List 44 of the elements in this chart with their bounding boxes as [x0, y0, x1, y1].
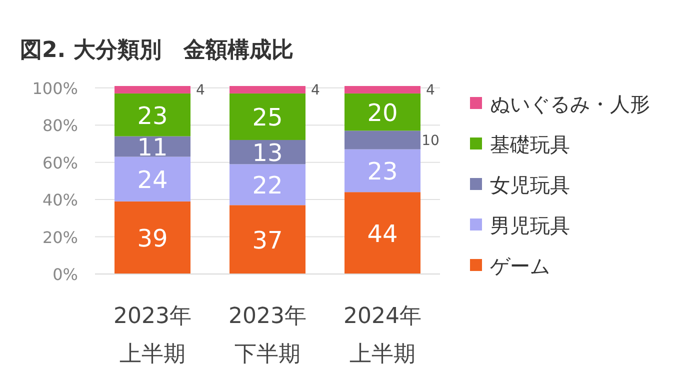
bar: [230, 140, 306, 164]
data-label: 22: [252, 172, 283, 200]
bar: [344, 192, 420, 274]
data-label: 13: [252, 139, 283, 168]
data-label: 24: [137, 166, 168, 194]
legend-label: ぬいぐるみ・人形: [490, 92, 650, 116]
y-tick-label: 80%: [42, 116, 78, 136]
legend-label: 男児玩具: [490, 214, 570, 238]
bar: [344, 93, 420, 131]
data-label: 4: [196, 82, 206, 99]
data-label: 37: [252, 226, 283, 255]
bar: [230, 205, 306, 274]
data-label: 20: [367, 99, 398, 128]
bar: [114, 156, 190, 202]
bar: [230, 93, 306, 140]
y-tick-label: 20%: [42, 228, 78, 247]
data-label: 10: [422, 132, 440, 149]
y-tick-label: 0%: [52, 265, 78, 284]
y-tick-label: 100%: [32, 78, 78, 98]
legend-label: 基礎玩具: [490, 132, 570, 156]
x-tick-label: 2023年上半期: [114, 304, 192, 367]
x-tick-label: 2024年上半期: [344, 304, 422, 367]
data-label: 23: [367, 158, 398, 186]
legend-label: 女児玩具: [490, 173, 570, 197]
data-label: 4: [426, 82, 436, 99]
bar: [230, 164, 306, 206]
bar: [344, 86, 420, 94]
bar: [114, 201, 190, 274]
legend-label: ゲーム: [490, 254, 550, 278]
data-label: 44: [367, 220, 398, 248]
x-tick-label: 2023年下半期: [228, 304, 306, 367]
data-label: 39: [137, 224, 168, 253]
data-label: 25: [252, 104, 283, 132]
bar: [114, 93, 190, 136]
data-label: 4: [311, 82, 320, 99]
bar: [114, 86, 190, 94]
y-tick-label: 60%: [42, 153, 78, 172]
data-label: 23: [137, 102, 168, 130]
bar: [344, 130, 420, 150]
bar: [344, 149, 420, 192]
y-tick-label: 40%: [42, 190, 78, 210]
data-label: 11: [137, 133, 168, 162]
chart-title: 図2. 大分類別 金額構成比: [20, 38, 294, 63]
bar: [230, 86, 306, 94]
